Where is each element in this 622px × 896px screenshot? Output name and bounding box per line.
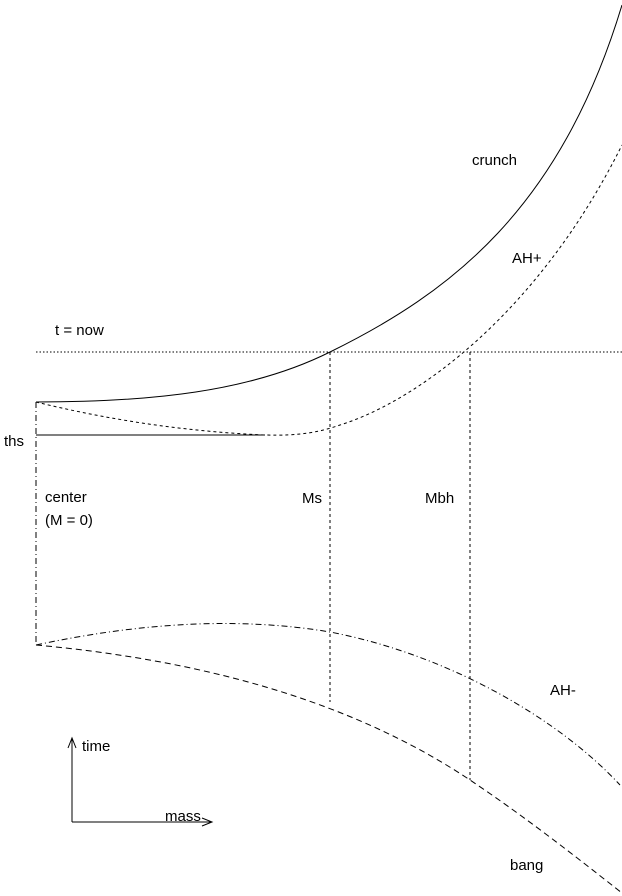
bang-label: bang xyxy=(510,857,543,874)
mass-label: mass xyxy=(165,808,201,825)
ah-minus-curve xyxy=(35,623,621,786)
ms-label: Ms xyxy=(302,490,322,507)
t-now-label: t = now xyxy=(55,322,104,339)
bang-curve xyxy=(35,644,622,894)
time-arrow xyxy=(67,736,77,749)
mass-arrow xyxy=(201,817,214,827)
crunch-curve xyxy=(35,4,622,403)
center-label: center xyxy=(45,489,87,506)
time-label: time xyxy=(82,738,110,755)
center-mass-label: (M = 0) xyxy=(45,512,93,529)
ah-minus-label: AH- xyxy=(550,682,576,699)
ah-plus-label: AH+ xyxy=(512,250,542,267)
crunch-label: crunch xyxy=(472,152,517,169)
mbh-label: Mbh xyxy=(425,490,454,507)
ths-label: ths xyxy=(4,433,24,450)
